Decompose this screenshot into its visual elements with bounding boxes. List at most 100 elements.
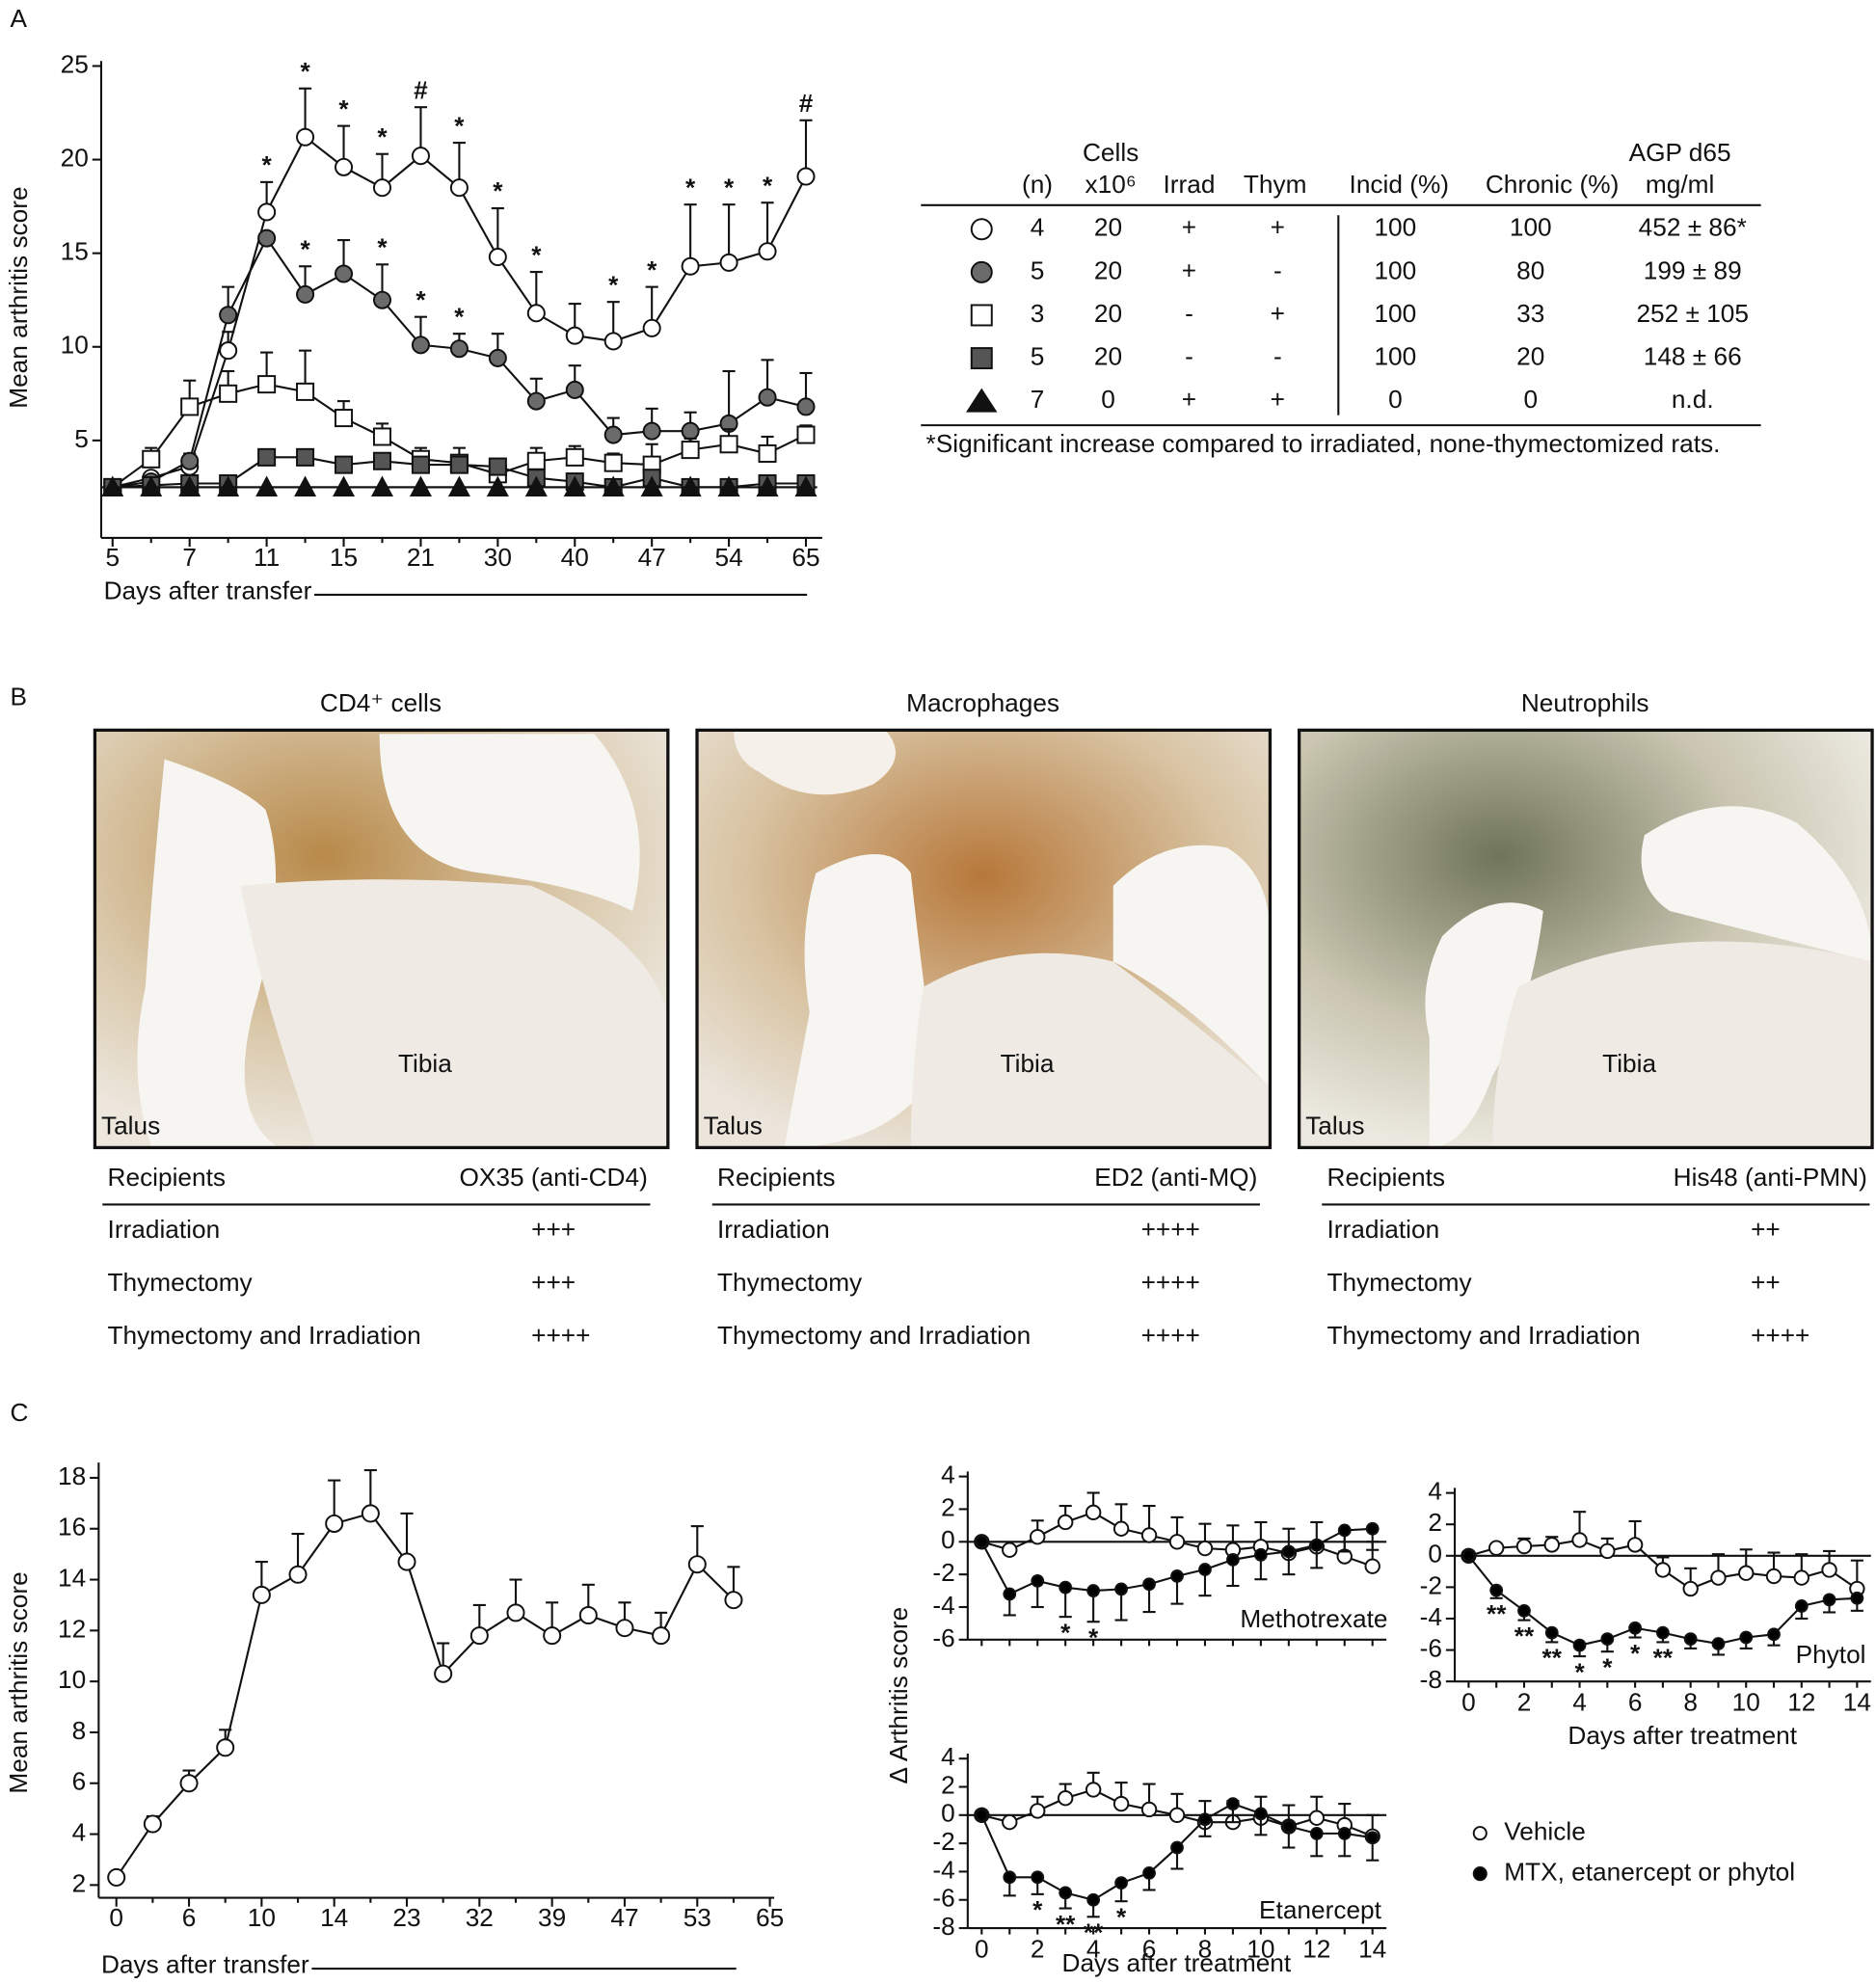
panel-label: A <box>10 4 27 33</box>
x-tick-label: 65 <box>791 543 819 572</box>
significance-mark: * <box>300 57 310 86</box>
marker <box>1226 1553 1240 1567</box>
marker <box>335 455 354 474</box>
marker <box>296 127 315 147</box>
marker <box>1793 1569 1809 1586</box>
x-tick-label: 0 <box>1461 1688 1476 1717</box>
marker <box>180 397 200 416</box>
significance-mark: * <box>1088 1623 1099 1652</box>
marker <box>1057 1790 1074 1807</box>
marker <box>565 447 584 467</box>
marker <box>1057 1514 1074 1531</box>
table-cell: + <box>1182 213 1196 242</box>
marker <box>1461 1548 1476 1563</box>
image-label: Talus <box>101 1111 160 1139</box>
marker <box>296 447 315 467</box>
table-cell: 252 ± 105 <box>1636 299 1749 328</box>
marker <box>1114 1876 1128 1890</box>
legend-label: MTX, etanercept or phytol <box>1504 1858 1795 1887</box>
table-cell: 0 <box>1388 385 1403 414</box>
y-tick-label: 2 <box>941 1492 955 1521</box>
table-cell: 5 <box>1031 255 1045 284</box>
x-tick-label: 10 <box>248 1903 276 1932</box>
marker <box>1738 1565 1755 1581</box>
table-cell: - <box>1273 255 1282 284</box>
marker <box>1308 1810 1325 1826</box>
marker <box>1059 1886 1073 1900</box>
marker <box>681 256 700 276</box>
table-header: mg/ml <box>1646 170 1714 199</box>
marker <box>1003 1587 1017 1601</box>
marker <box>140 475 163 496</box>
table-header: His48 (anti-PMN) <box>1674 1163 1867 1192</box>
marker <box>469 1626 489 1646</box>
marker <box>449 178 469 198</box>
marker <box>563 475 586 496</box>
marker <box>526 304 546 323</box>
x-tick-label: 0 <box>109 1903 123 1932</box>
marker <box>397 1552 416 1571</box>
y-tick-label: 2 <box>72 1868 87 1897</box>
marker <box>506 1603 525 1622</box>
marker <box>1281 1819 1296 1834</box>
marker <box>1364 1558 1380 1574</box>
x-axis-label: Days after treatment <box>1062 1948 1292 1977</box>
marker <box>449 339 469 359</box>
table-cell: 100 <box>1374 299 1416 328</box>
marker <box>758 242 777 261</box>
x-tick-label: 10 <box>1732 1688 1760 1717</box>
marker <box>1656 1625 1670 1640</box>
y-tick-label: -2 <box>1420 1570 1442 1599</box>
marker <box>603 332 623 351</box>
table-header: Incid (%) <box>1350 170 1450 199</box>
marker <box>1142 1577 1156 1592</box>
marker <box>296 284 315 304</box>
y-tick-label: -8 <box>932 1912 954 1941</box>
marker <box>142 449 161 469</box>
marker <box>1765 1568 1782 1585</box>
y-axis-label: Δ Arthritis score <box>884 1607 913 1784</box>
significance-mark: ** <box>1514 1622 1535 1650</box>
marker <box>1739 1630 1754 1645</box>
marker <box>1059 1580 1073 1595</box>
marker <box>1337 1523 1352 1538</box>
significance-mark: # <box>799 89 814 118</box>
marker <box>1140 1801 1158 1818</box>
marker <box>1365 1831 1380 1845</box>
chart-annotation: Etanercept <box>1259 1895 1382 1924</box>
marker <box>1600 1632 1615 1647</box>
table-cell: Thymectomy and Irradiation <box>717 1321 1031 1350</box>
marker <box>1850 1591 1864 1605</box>
table-cell: 3 <box>1031 299 1045 328</box>
marker <box>1002 1813 1018 1831</box>
marker <box>488 348 507 367</box>
marker <box>1002 1542 1018 1558</box>
marker <box>1571 1532 1588 1548</box>
marker <box>1030 1529 1046 1545</box>
marker <box>1085 1782 1102 1798</box>
x-tick-label: 53 <box>683 1903 711 1932</box>
table-cell: - <box>1185 342 1193 371</box>
table-cell: ++ <box>1751 1215 1781 1244</box>
marker <box>526 451 546 470</box>
x-tick-label: 21 <box>407 543 435 572</box>
table-symbol <box>966 388 998 413</box>
table-cell: Irradiation <box>108 1215 221 1244</box>
marker <box>372 178 391 198</box>
marker <box>257 375 277 394</box>
marker <box>216 1738 235 1757</box>
y-tick-label: 0 <box>941 1799 955 1828</box>
marker <box>486 475 509 496</box>
table-footnote: *Significant increase compared to irradi… <box>926 429 1721 458</box>
marker <box>1767 1627 1781 1642</box>
table-cell: + <box>1182 385 1196 414</box>
significance-mark: * <box>338 94 349 123</box>
marker <box>1599 1542 1616 1560</box>
x-tick-label: 65 <box>756 1903 784 1932</box>
x-tick-label: 47 <box>610 1903 638 1932</box>
error-bar <box>683 203 697 267</box>
y-tick-label: 8 <box>72 1716 87 1745</box>
x-tick-label: 14 <box>1358 1935 1386 1964</box>
marker <box>372 290 391 309</box>
marker <box>642 421 661 441</box>
